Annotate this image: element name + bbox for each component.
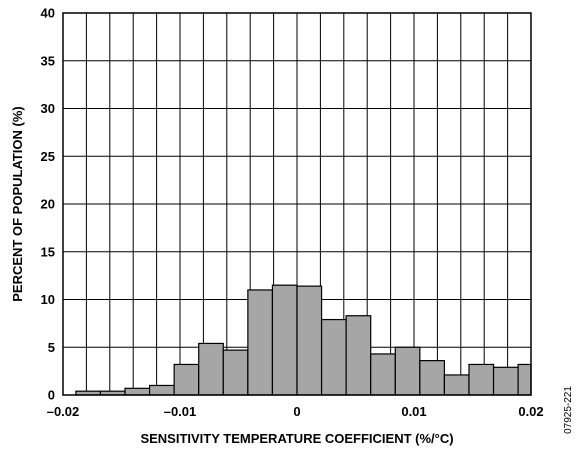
y-tick-label: 20 [41, 197, 55, 212]
x-tick-label: 0 [293, 404, 300, 419]
histogram-bar [320, 318, 347, 396]
y-tick-label: 5 [48, 340, 55, 355]
histogram-bar [517, 363, 532, 396]
histogram-bar [419, 360, 446, 396]
y-tick-label: 40 [41, 6, 55, 21]
histogram-bar [148, 384, 175, 396]
y-axis-tick-labels: 0 5 10 15 20 25 30 35 40 [41, 6, 55, 403]
x-tick-label: 0.01 [401, 404, 426, 419]
x-axis-tick-labels: –0.02 –0.01 0 0.01 0.02 [47, 404, 544, 419]
histogram-bar [173, 363, 200, 396]
plot-frame [62, 12, 532, 396]
histogram-bar [394, 346, 421, 396]
y-tick-label: 25 [41, 149, 55, 164]
y-axis-title: PERCENT OF POPULATION (%) [10, 106, 25, 301]
y-tick-label: 0 [48, 388, 55, 403]
y-tick-label: 15 [41, 244, 55, 259]
histogram-bar [345, 315, 372, 396]
x-tick-label: 0.02 [518, 404, 543, 419]
histogram-bar [296, 285, 323, 396]
histogram-bar [222, 349, 249, 396]
histogram-bar [247, 289, 274, 396]
y-tick-label: 35 [41, 53, 55, 68]
x-axis-title: SENSITIVITY TEMPERATURE COEFFICIENT (%/°… [140, 431, 453, 446]
histogram-bar [370, 353, 396, 396]
figure-id: 07925-221 [563, 386, 574, 434]
x-tick-label: –0.01 [164, 404, 197, 419]
histogram-bar [468, 363, 495, 396]
y-tick-label: 10 [41, 292, 55, 307]
x-tick-label: –0.02 [47, 404, 80, 419]
histogram-bar [124, 387, 151, 396]
histogram-bar [198, 342, 224, 396]
histogram-bar [271, 284, 298, 396]
histogram-bars [75, 284, 532, 396]
grid-lines [63, 13, 531, 395]
histogram-bar [492, 366, 519, 396]
histogram-bar [443, 374, 470, 396]
y-tick-label: 30 [41, 101, 55, 116]
